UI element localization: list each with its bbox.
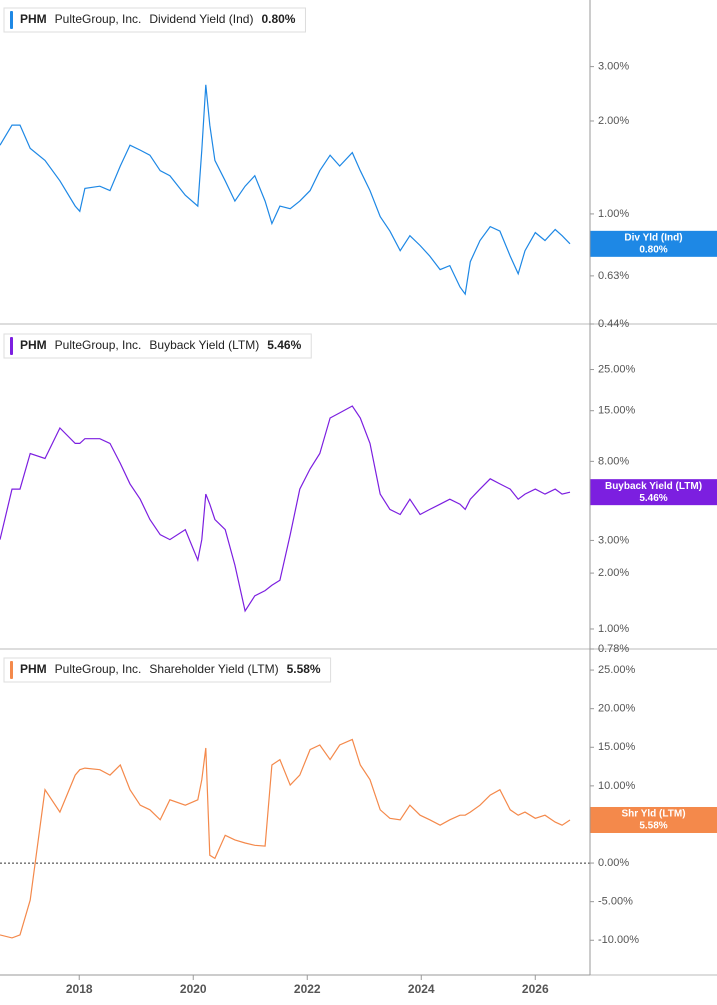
- legend-text: Dividend Yield (Ind): [149, 12, 253, 26]
- legend-text: Buyback Yield (LTM): [149, 338, 259, 352]
- legend-text: PHM: [20, 338, 47, 352]
- y-tick-label: -5.00%: [598, 896, 633, 908]
- badge-value: 0.80%: [639, 244, 667, 255]
- y-tick-label: 20.00%: [598, 703, 636, 715]
- badge-title: Div Yld (Ind): [624, 232, 682, 243]
- y-tick-label: 8.00%: [598, 455, 629, 467]
- legend: PHM PulteGroup, Inc. Dividend Yield (Ind) 0…: [3, 7, 306, 33]
- legend-text: 5.58%: [287, 662, 321, 676]
- badge-title: Buyback Yield (LTM): [605, 481, 702, 492]
- data-line: [0, 738, 571, 939]
- legend-box: [3, 657, 332, 683]
- legend-text: PulteGroup, Inc.: [55, 12, 142, 26]
- y-tick-label: 10.00%: [598, 780, 636, 792]
- legend-text: 5.46%: [267, 338, 301, 352]
- value-badge: [590, 806, 717, 833]
- y-tick-label: 0.78%: [598, 643, 629, 655]
- legend-swatch: [10, 337, 13, 355]
- legend-swatch: [10, 661, 13, 679]
- data-line: [0, 84, 571, 296]
- y-tick-label: 3.00%: [598, 61, 629, 73]
- legend: PHM PulteGroup, Inc. Shareholder Yield (LT…: [3, 657, 332, 683]
- y-tick-label: -10.00%: [598, 934, 639, 946]
- value-badge: [590, 230, 717, 257]
- y-tick-label: 2.00%: [598, 567, 629, 579]
- x-tick-label: 2024: [408, 982, 435, 996]
- x-tick-label: 2020: [180, 982, 207, 996]
- x-tick-label: 2026: [522, 982, 549, 996]
- y-tick-label: 2.00%: [598, 115, 629, 127]
- y-tick-label: 0.44%: [598, 318, 629, 330]
- legend-box: [3, 7, 306, 33]
- legend-swatch: [10, 11, 13, 29]
- legend-text: Shareholder Yield (LTM): [149, 662, 278, 676]
- badge-value: 5.58%: [639, 821, 667, 832]
- y-tick-label: 25.00%: [598, 664, 636, 676]
- y-tick-label: 15.00%: [598, 741, 636, 753]
- y-tick-label: 1.00%: [598, 208, 629, 220]
- x-tick-label: 2018: [66, 982, 93, 996]
- legend-text: PulteGroup, Inc.: [55, 338, 142, 352]
- value-badge: [590, 479, 717, 506]
- y-tick-label: 0.00%: [598, 857, 629, 869]
- x-tick-label: 2022: [294, 982, 321, 996]
- legend-text: PulteGroup, Inc.: [55, 662, 142, 676]
- y-tick-label: 1.00%: [598, 623, 629, 635]
- badge-value: 5.46%: [639, 493, 667, 504]
- badge-title: Shr Yld (LTM): [621, 809, 685, 820]
- legend-box: [3, 333, 312, 359]
- y-tick-label: 0.63%: [598, 270, 629, 282]
- y-tick-label: 15.00%: [598, 405, 636, 417]
- y-tick-label: 25.00%: [598, 363, 636, 375]
- legend-text: PHM: [20, 12, 47, 26]
- legend-text: 0.80%: [261, 12, 295, 26]
- data-line: [0, 405, 571, 613]
- y-tick-label: 3.00%: [598, 534, 629, 546]
- legend: PHM PulteGroup, Inc. Buyback Yield (LTM) 5.…: [3, 333, 312, 359]
- legend-text: PHM: [20, 662, 47, 676]
